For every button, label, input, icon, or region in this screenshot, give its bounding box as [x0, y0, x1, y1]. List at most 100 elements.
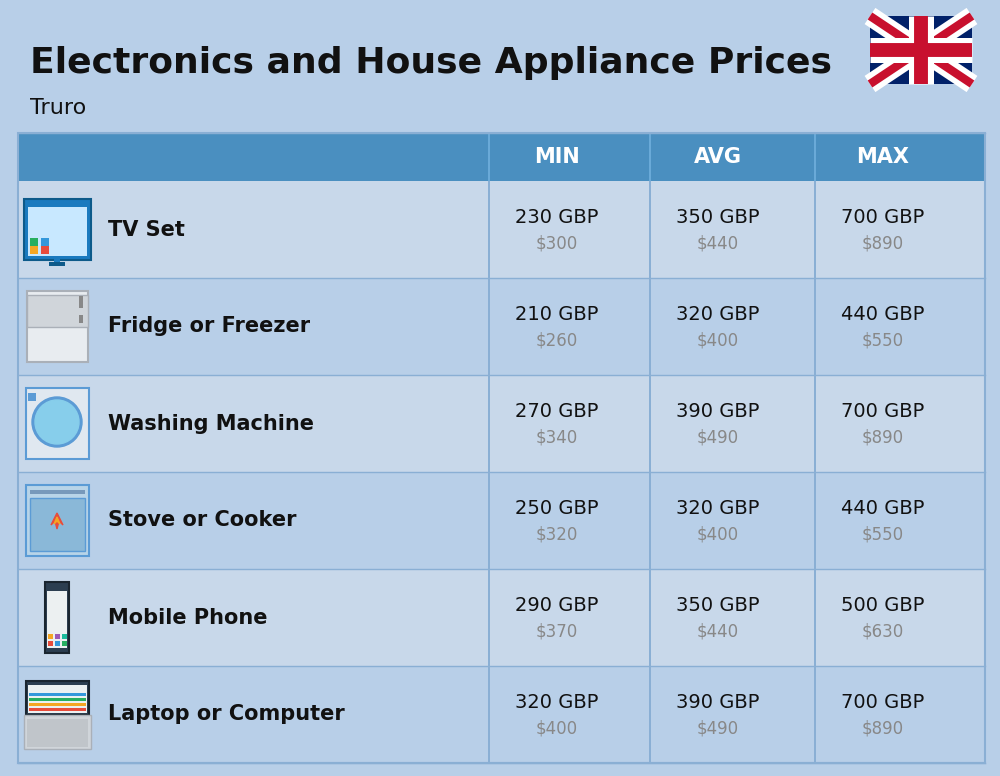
Bar [649, 181, 651, 278]
Bar [48, 641, 53, 646]
Bar [814, 133, 816, 181]
Text: $340: $340 [536, 428, 578, 446]
Text: 320 GBP: 320 GBP [676, 305, 760, 324]
Bar [18, 133, 985, 763]
Bar [814, 666, 816, 763]
Text: 500 GBP: 500 GBP [841, 596, 925, 615]
Bar [45, 582, 69, 653]
Text: 350 GBP: 350 GBP [676, 208, 760, 227]
Bar [488, 278, 490, 375]
Text: 700 GBP: 700 GBP [841, 402, 925, 421]
Bar [79, 315, 83, 323]
Text: Laptop or Computer: Laptop or Computer [108, 705, 345, 725]
Bar [47, 591, 67, 648]
Bar [814, 375, 816, 472]
Text: $890: $890 [862, 234, 904, 252]
Text: Washing Machine: Washing Machine [108, 414, 314, 434]
Bar [18, 133, 985, 181]
Bar [27, 291, 88, 362]
Circle shape [35, 400, 79, 444]
Text: $370: $370 [536, 622, 578, 640]
Text: $890: $890 [862, 719, 904, 737]
Bar [18, 278, 985, 375]
Bar [28, 393, 36, 401]
Text: 250 GBP: 250 GBP [515, 499, 599, 518]
Text: TV Set: TV Set [108, 220, 185, 240]
Text: 700 GBP: 700 GBP [841, 693, 925, 712]
Bar [649, 133, 651, 181]
Bar [26, 485, 89, 556]
Bar [79, 296, 83, 308]
Bar [62, 634, 67, 639]
Text: Electronics and House Appliance Prices: Electronics and House Appliance Prices [30, 46, 832, 80]
Bar [29, 703, 86, 706]
Bar [29, 708, 86, 711]
Bar [18, 569, 985, 666]
Bar [814, 472, 816, 569]
Text: $300: $300 [536, 234, 578, 252]
Bar [28, 685, 87, 713]
Bar [41, 238, 49, 246]
Bar [18, 472, 985, 569]
Bar [30, 490, 85, 494]
Bar [488, 133, 490, 181]
Text: 230 GBP: 230 GBP [515, 208, 599, 227]
Text: $320: $320 [536, 525, 578, 543]
Bar [55, 634, 60, 639]
Text: 320 GBP: 320 GBP [676, 499, 760, 518]
Text: $490: $490 [697, 719, 739, 737]
Text: 270 GBP: 270 GBP [515, 402, 599, 421]
Bar [18, 375, 985, 472]
Text: $440: $440 [697, 234, 739, 252]
Bar [649, 569, 651, 666]
Bar [55, 641, 60, 646]
Bar [488, 375, 490, 472]
Text: 390 GBP: 390 GBP [676, 693, 760, 712]
Polygon shape [51, 513, 63, 529]
Text: 350 GBP: 350 GBP [676, 596, 760, 615]
Bar [49, 262, 65, 266]
Text: Fridge or Freezer: Fridge or Freezer [108, 317, 310, 337]
Text: Truro: Truro [30, 98, 86, 118]
Bar [488, 569, 490, 666]
Text: 320 GBP: 320 GBP [515, 693, 599, 712]
Text: 700 GBP: 700 GBP [841, 208, 925, 227]
Text: 440 GBP: 440 GBP [841, 499, 925, 518]
Bar [488, 472, 490, 569]
Bar [29, 693, 86, 696]
Text: AVG: AVG [694, 147, 742, 167]
Bar [26, 388, 89, 459]
Bar [18, 666, 985, 763]
Text: Stove or Cooker: Stove or Cooker [108, 511, 296, 531]
Bar [649, 472, 651, 569]
Bar [30, 238, 38, 246]
Bar [27, 719, 88, 747]
Text: Mobile Phone: Mobile Phone [108, 608, 268, 628]
Text: $490: $490 [697, 428, 739, 446]
Text: $440: $440 [697, 622, 739, 640]
Bar [488, 666, 490, 763]
Circle shape [32, 397, 82, 447]
Bar [18, 181, 985, 278]
Text: $400: $400 [697, 525, 739, 543]
Bar [54, 256, 60, 264]
Bar [488, 181, 490, 278]
Bar [27, 295, 88, 327]
Bar [814, 181, 816, 278]
Text: 390 GBP: 390 GBP [676, 402, 760, 421]
Text: $550: $550 [862, 525, 904, 543]
Bar [30, 498, 85, 551]
Bar [814, 569, 816, 666]
Bar [870, 16, 972, 84]
Text: MAX: MAX [856, 147, 910, 167]
Bar [26, 681, 89, 715]
Bar [29, 698, 86, 701]
Bar [649, 666, 651, 763]
Text: $630: $630 [862, 622, 904, 640]
Bar [62, 641, 67, 646]
Bar [30, 246, 38, 254]
Text: 210 GBP: 210 GBP [515, 305, 599, 324]
Bar [48, 634, 53, 639]
Text: MIN: MIN [534, 147, 580, 167]
Text: 440 GBP: 440 GBP [841, 305, 925, 324]
